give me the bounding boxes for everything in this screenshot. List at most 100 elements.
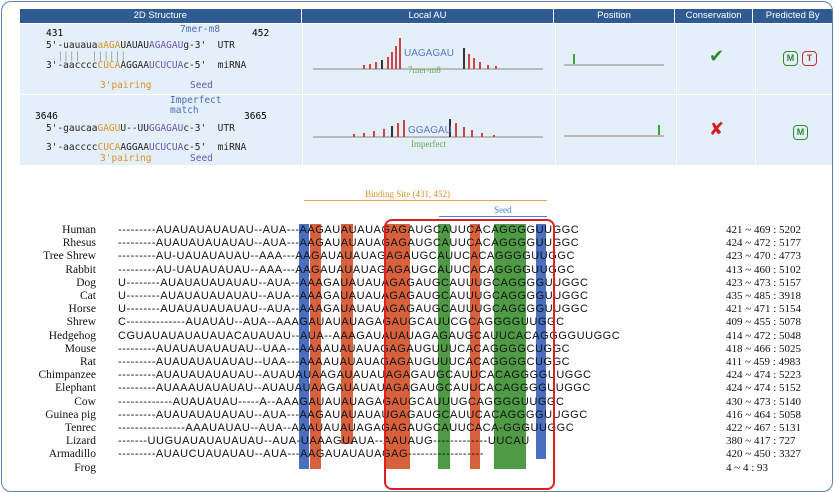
au-type-text: Imperfect bbox=[411, 139, 446, 149]
header-local-au: Local AU bbox=[301, 9, 555, 23]
local-au-cell-2: GGAGAU Imperfect bbox=[303, 95, 556, 165]
header-predicted-by: Predicted By bbox=[753, 9, 832, 23]
site-start: 3646 bbox=[35, 111, 58, 122]
site-type-label: 7mer-m8 bbox=[180, 24, 221, 35]
local-au-plot bbox=[313, 119, 543, 138]
au-bars-left bbox=[353, 120, 405, 137]
site-end: 3665 bbox=[244, 111, 267, 122]
species-name: Cow bbox=[74, 395, 96, 408]
sequence: ---------AUAUAUAUAUAU--AUA---AAGAUAUAUAU… bbox=[118, 408, 588, 421]
species-name: Human bbox=[62, 224, 96, 236]
species-name: Rhesus bbox=[62, 237, 96, 250]
species-name: Frog bbox=[74, 461, 96, 474]
position-range: 418 ~ 466 : 5025 bbox=[726, 342, 802, 355]
conservation-cell-2: ✘ bbox=[677, 95, 756, 165]
position-range: 423 ~ 473 : 5157 bbox=[726, 276, 802, 289]
position-range: 414 ~ 472 : 5048 bbox=[726, 329, 802, 342]
position-range: 409 ~ 455 : 5078 bbox=[726, 316, 802, 329]
binding-site-bracket bbox=[304, 200, 547, 201]
local-au-plot bbox=[313, 38, 543, 70]
position-range: 435 ~ 485 : 3918 bbox=[726, 290, 802, 302]
position-range: 423 ~ 470 : 4773 bbox=[726, 250, 802, 263]
species-name: Cat bbox=[80, 290, 96, 302]
site-start: 431 bbox=[46, 28, 64, 39]
seed-label: Seed bbox=[190, 153, 213, 164]
seed-label: Seed bbox=[190, 80, 213, 91]
predictor-badge-m: M bbox=[783, 51, 798, 66]
species-name: Rabbit bbox=[65, 263, 96, 276]
species-name: Armadillo bbox=[48, 448, 96, 461]
seed-bracket bbox=[439, 216, 547, 217]
utr-sequence: 5'-gaucaaGAGUU--UUGGAGAUc-3' UTR bbox=[46, 123, 235, 134]
pairing-bars: |||| |||||| bbox=[46, 51, 127, 62]
species-name: Horse bbox=[68, 303, 96, 316]
sequence: ---------AU-UAUAUAUAU--AAA---AAGAUAUAUAG… bbox=[118, 250, 575, 263]
sequence: ---------AUAUAUAUAUAU--AUAUAUAAGAUAUAUAG… bbox=[118, 369, 592, 382]
mirna-sequence: 3'-aaccccCUCAAGGAAUCUCUAc-5' miRNA bbox=[46, 142, 247, 153]
position-range: 416 ~ 464 : 5058 bbox=[726, 408, 802, 421]
species-name: Tree Shrew bbox=[43, 250, 96, 263]
sequence: ---------AUAUAUAUAUAU--UAA---AAAAUAUAUAG… bbox=[118, 356, 571, 368]
local-au-cell-1: UAGAGAU 7mer-m8 bbox=[303, 24, 556, 94]
seed-label: Seed bbox=[494, 205, 512, 215]
position-cell-1 bbox=[556, 24, 677, 94]
au-bars-right bbox=[463, 48, 497, 69]
position-range: 424 ~ 474 : 5223 bbox=[726, 369, 802, 382]
utr-sequence: 5'-uauauaaAGAUAUAUAGAGAUg-3' UTR bbox=[46, 40, 235, 51]
site-type-label: Imperfect match bbox=[170, 95, 222, 116]
target-row-1: 431 7mer-m8 452 5'-uauauaaAGAUAUAUAGAGAU… bbox=[20, 24, 832, 95]
position-range: 430 ~ 473 : 5140 bbox=[726, 395, 802, 408]
conservation-cell-1: ✔ bbox=[677, 24, 756, 94]
predicted-cell-1: M T bbox=[756, 24, 832, 94]
au-seq-text: UAGAGAU bbox=[404, 48, 455, 59]
species-name: Guinea pig bbox=[45, 408, 96, 421]
species-name: Hedgehog bbox=[48, 329, 96, 342]
au-type-text: 7mer-m8 bbox=[408, 65, 441, 75]
mirna-sequence: 3'-aaccccCUCAAGGAAUCUCUAc-5' miRNA bbox=[46, 60, 247, 71]
check-icon: ✔ bbox=[709, 46, 725, 66]
position-range: 424 ~ 472 : 5177 bbox=[726, 237, 802, 250]
sequence: ---------AUAAAUAUAUAU--AUAUAUAAGAUAUAUAG… bbox=[118, 382, 591, 395]
sequence: U--------AUAUAUAUAUAU--AUA--AAAGAUAUAUAG… bbox=[118, 303, 589, 316]
header-conservation: Conservation bbox=[674, 9, 754, 23]
sequence: U--------AUAUAUAUAUAU--AUA--AAAGAUAUAUAG… bbox=[118, 290, 589, 302]
pairing-label: 3'pairing bbox=[100, 80, 152, 91]
position-range: 4 ~ 4 : 93 bbox=[726, 461, 769, 474]
species-name: Lizard bbox=[65, 435, 96, 448]
species-name: Elephant bbox=[55, 382, 96, 395]
sequence: C--------------AUAUAU--AUA--AAAGAUAUAUAG… bbox=[118, 316, 565, 329]
predictor-badge-t: T bbox=[802, 51, 817, 66]
pairing-label: 3'pairing bbox=[100, 153, 152, 164]
position-cell-2 bbox=[556, 95, 677, 165]
position-track bbox=[564, 135, 664, 137]
sequence: ---------AUAUAUAUAUAU--AUA---AAGAUAUAUAG… bbox=[118, 237, 580, 250]
position-range: 421 ~ 469 : 5202 bbox=[726, 224, 802, 236]
position-track bbox=[564, 64, 664, 66]
position-range: 421 ~ 471 : 5154 bbox=[726, 303, 802, 316]
predicted-cell-2: M bbox=[756, 95, 832, 165]
target-row-2: 3646 Imperfect match 3665 5'-gaucaaGAGUU… bbox=[20, 95, 832, 166]
table-header: 2D Structure Local AU Position Conservat… bbox=[20, 9, 832, 23]
header-position: Position bbox=[554, 9, 675, 23]
au-bars-right bbox=[449, 119, 495, 137]
sequence: ---------AU-UAUAUAUAU--AAA---AAGAUAUAUAG… bbox=[118, 263, 575, 276]
position-range: 420 ~ 450 : 3327 bbox=[726, 448, 802, 461]
sequence: ---------AUAUAUAUAUAU--UAA---AAAAUAUAUAG… bbox=[118, 342, 571, 355]
species-name: Mouse bbox=[64, 342, 96, 355]
cross-icon: ✘ bbox=[709, 119, 725, 139]
sequence: -------------AUAUAUAU-----A--AAAGAUAUAUA… bbox=[118, 395, 565, 408]
sequence: ----------------AAAUAUAU--AUA--AAAUAUAUA… bbox=[118, 422, 575, 434]
sequence: ---------AUAUAUAUAUAU--AUA---AAGAUAUAUAG… bbox=[118, 224, 580, 236]
position-range: 424 ~ 474 : 5152 bbox=[726, 382, 802, 395]
species-name: Chimpanzee bbox=[38, 369, 96, 382]
species-name: Tenrec bbox=[64, 422, 96, 434]
au-bars-left bbox=[363, 38, 401, 69]
sequence: U--------AUAUAUAUAUAU--AUA--AAAGAUAUAUAG… bbox=[118, 276, 589, 289]
structure-cell-2: 3646 Imperfect match 3665 5'-gaucaaGAGUU… bbox=[20, 95, 303, 165]
au-seq-text: GGAGAU bbox=[408, 125, 452, 136]
binding-site-label: Binding Site (431, 452) bbox=[365, 189, 450, 199]
position-marker bbox=[658, 125, 660, 135]
sequence: ---------AUAUCUAUAUAU--AUA---AAGAUAUAUAG… bbox=[118, 448, 484, 461]
sequence: CGUAUAUAUAUAUACAUAUAU--AUA--AAAGAUAUAUAG… bbox=[118, 329, 621, 342]
